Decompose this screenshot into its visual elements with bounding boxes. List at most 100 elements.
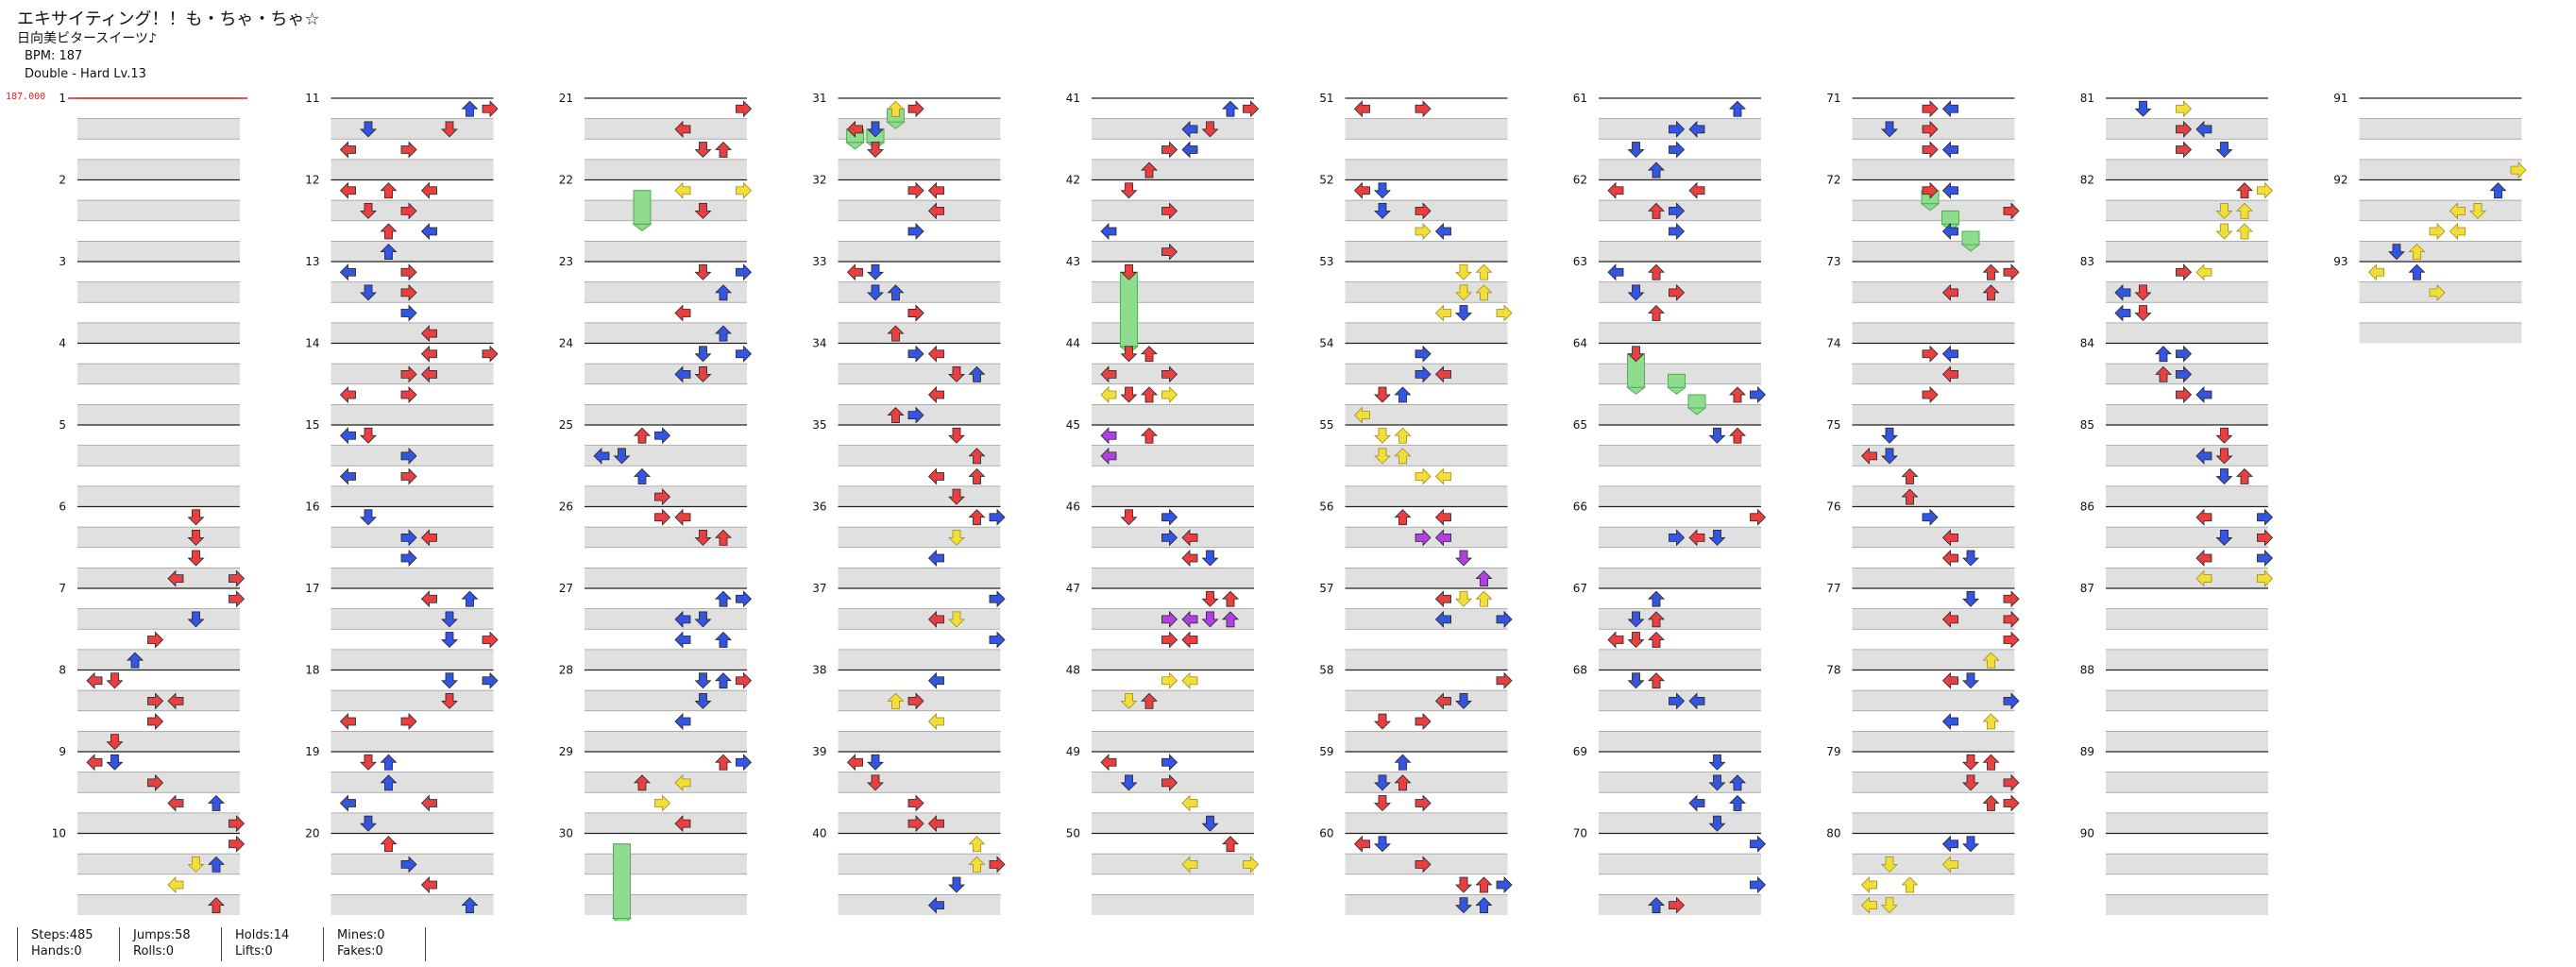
arrow-shape [1120, 509, 1138, 526]
measure: 63 [1573, 255, 1761, 344]
arrow-shape [1962, 754, 1979, 771]
measure: 14 [305, 337, 494, 425]
step-arrow [1120, 182, 1138, 199]
hold-tail [1960, 244, 1981, 252]
step-arrow [380, 244, 398, 261]
step-arrow [1455, 897, 1472, 914]
measure: 11 [305, 92, 494, 180]
step-arrow [2195, 550, 2212, 567]
arrow-shape [1669, 223, 1686, 240]
arrow-shape [927, 815, 944, 833]
measure: 45 [1066, 418, 1254, 507]
arrow-shape [1669, 141, 1686, 159]
arrow-shape [2176, 120, 2193, 138]
measure-number: 8 [59, 664, 66, 677]
measure-number: 87 [2080, 582, 2094, 595]
step-arrow [2449, 202, 2466, 220]
step-arrow [715, 672, 732, 689]
arrow-shape [187, 529, 205, 546]
arrow-shape [1982, 754, 2000, 771]
arrow-shape [2195, 120, 2212, 138]
step-arrow [1181, 550, 1198, 567]
arrow-shape [846, 120, 863, 138]
arrow-shape [1181, 856, 1198, 874]
arrow-shape [1141, 386, 1158, 403]
step-arrow [1181, 794, 1198, 812]
beat-band [1852, 200, 2015, 221]
beat-band [77, 568, 240, 588]
arrow-shape [1353, 100, 1370, 118]
step-arrow [1141, 427, 1158, 444]
arrow-shape [1688, 181, 1705, 199]
step-arrow [1434, 692, 1451, 710]
arrow-shape [339, 181, 356, 199]
arrow-shape [1901, 467, 1919, 484]
arrow-shape [694, 263, 712, 280]
step-arrow [1374, 182, 1391, 199]
beat-band [1852, 608, 2015, 630]
step-arrow [1222, 590, 1239, 607]
step-arrow [1860, 447, 1877, 465]
arrow-shape [1455, 897, 1472, 914]
step-arrow [339, 141, 356, 159]
beat-band [1345, 404, 1508, 425]
step-arrow [1201, 121, 1219, 138]
arrow-shape [360, 815, 377, 832]
step-arrow [400, 365, 417, 383]
step-arrow [1881, 427, 1898, 444]
arrow-shape [2236, 467, 2253, 484]
arrow-shape [1941, 550, 1958, 567]
stat-mines: Mines:0 [337, 928, 385, 942]
step-arrow [1648, 590, 1665, 607]
arrow-shape [147, 631, 164, 649]
measure: 40 [812, 827, 1001, 915]
measure-number: 14 [305, 337, 319, 350]
arrow-shape [2215, 427, 2233, 444]
beat-band [1092, 485, 1254, 507]
arrow-shape [1161, 141, 1178, 159]
measure: 82 [2080, 174, 2268, 262]
arrow-shape [1729, 100, 1746, 117]
step-arrow [360, 754, 377, 771]
arrow-shape [736, 345, 753, 363]
beat-band [2106, 445, 2268, 467]
arrow-shape [1222, 611, 1239, 628]
arrow-shape [229, 569, 246, 587]
arrow-shape [1941, 365, 1958, 383]
beat-band [1345, 241, 1508, 262]
measure-number: 86 [2080, 500, 2094, 514]
arrow-shape [1394, 427, 1412, 444]
measure: 67 [1573, 582, 1761, 670]
arrow-shape [441, 611, 458, 628]
step-arrow [1607, 263, 1624, 281]
beat-band [838, 527, 1001, 548]
measure-number: 79 [1826, 745, 1840, 758]
beat-band [1852, 527, 2015, 548]
arrow-shape [2114, 283, 2131, 301]
beat-band [1345, 322, 1508, 344]
step-arrow [2195, 120, 2212, 138]
stat-lifts: Lifts:0 [235, 944, 273, 959]
arrow-shape [339, 386, 356, 403]
arrow-shape [400, 141, 417, 159]
arrow-shape [441, 672, 458, 689]
step-arrow [380, 774, 398, 791]
arrow-shape [948, 365, 965, 382]
arrow-shape [927, 345, 944, 363]
arrow-shape [736, 181, 753, 199]
measure: 19 [305, 745, 494, 834]
arrow-shape [634, 467, 651, 484]
arrow-shape [461, 897, 479, 914]
measure: 57 [1319, 582, 1508, 670]
step-arrow [229, 590, 246, 608]
measure: 20 [305, 827, 494, 915]
arrow-shape [1120, 692, 1138, 709]
measure-number: 92 [2333, 174, 2347, 187]
measure-number: 37 [812, 582, 826, 595]
step-arrow [694, 611, 712, 628]
arrow-shape [106, 672, 124, 689]
measure: 91 [2333, 92, 2522, 180]
beat-band [330, 241, 494, 262]
step-arrow [846, 120, 863, 138]
measure: 69 [1573, 745, 1761, 834]
